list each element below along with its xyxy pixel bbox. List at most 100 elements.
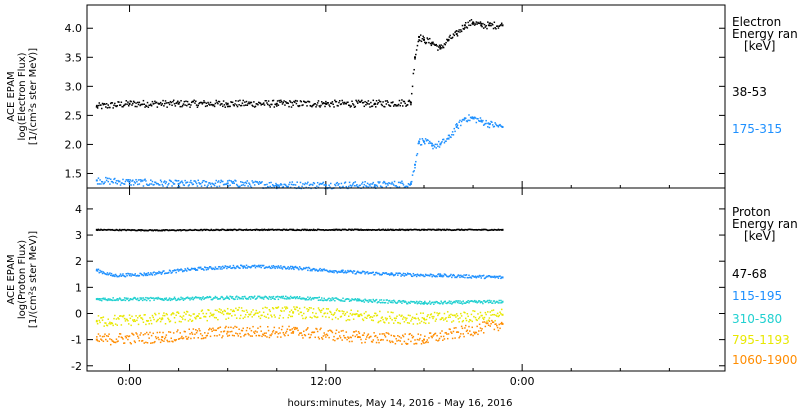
data-point	[114, 102, 116, 105]
data-point	[134, 229, 137, 232]
data-point	[246, 267, 249, 269]
data-point	[181, 316, 183, 319]
data-point	[249, 266, 252, 269]
data-point	[399, 229, 402, 231]
data-point	[102, 340, 105, 343]
data-point	[133, 181, 136, 183]
data-point	[186, 267, 189, 270]
data-point	[496, 25, 499, 27]
data-point	[312, 229, 314, 232]
data-point	[249, 228, 252, 231]
data-point	[212, 229, 214, 232]
data-point	[437, 314, 439, 317]
data-point	[103, 102, 105, 105]
data-point	[235, 307, 237, 310]
data-point	[206, 105, 208, 107]
data-point	[194, 267, 196, 270]
data-point	[479, 311, 482, 314]
data-point	[429, 142, 432, 144]
data-point	[173, 103, 176, 105]
data-point	[488, 229, 491, 231]
data-point	[304, 317, 307, 320]
data-point	[97, 104, 100, 107]
data-point	[291, 181, 294, 183]
data-point	[179, 269, 181, 271]
data-point	[478, 228, 480, 231]
data-point	[143, 342, 146, 344]
data-point	[211, 229, 213, 231]
data-point	[280, 296, 282, 299]
data-point	[144, 273, 146, 276]
data-point	[395, 272, 397, 274]
data-point	[233, 298, 235, 301]
data-point	[356, 102, 359, 104]
data-point	[144, 229, 146, 231]
data-point	[275, 265, 277, 268]
data-point	[365, 271, 367, 274]
data-point	[327, 308, 330, 310]
data-point	[220, 331, 222, 333]
data-point	[213, 329, 215, 331]
data-point	[118, 180, 121, 183]
data-point	[480, 120, 483, 123]
data-point	[154, 181, 157, 184]
data-point	[413, 317, 415, 319]
data-point	[424, 42, 427, 45]
data-point	[235, 332, 237, 334]
data-point	[155, 229, 158, 231]
data-point	[196, 269, 199, 271]
data-point	[433, 274, 435, 277]
data-point	[195, 229, 197, 231]
data-point	[259, 317, 262, 320]
data-point	[108, 322, 110, 325]
data-point	[370, 315, 372, 318]
data-point	[406, 228, 409, 231]
data-point	[467, 315, 469, 318]
data-point	[278, 99, 280, 102]
data-point	[499, 24, 501, 27]
data-point	[451, 133, 453, 136]
data-point	[317, 228, 320, 231]
data-point	[293, 229, 295, 231]
data-point	[283, 100, 285, 102]
data-point	[429, 303, 432, 305]
data-point	[308, 336, 311, 339]
data-point	[330, 229, 333, 231]
data-point	[446, 275, 448, 278]
data-point	[369, 185, 371, 187]
data-point	[461, 24, 464, 27]
data-point	[461, 327, 464, 330]
data-point	[485, 276, 487, 278]
data-point	[352, 229, 354, 231]
data-point	[423, 228, 425, 231]
data-point	[369, 336, 371, 338]
data-point	[491, 22, 493, 25]
data-point	[366, 315, 369, 317]
data-point	[500, 277, 502, 280]
data-point	[482, 332, 485, 334]
data-point	[478, 22, 481, 25]
data-point	[305, 266, 307, 269]
data-point	[142, 297, 145, 299]
data-point	[229, 312, 231, 315]
data-point	[409, 314, 411, 317]
data-point	[296, 181, 298, 183]
data-point	[256, 265, 258, 267]
data-point	[288, 268, 290, 270]
data-point	[237, 185, 240, 188]
data-point	[422, 317, 425, 320]
data-point	[397, 229, 400, 231]
data-point	[103, 272, 105, 274]
data-point	[425, 302, 428, 305]
data-point	[107, 318, 110, 320]
data-point	[372, 271, 375, 274]
data-point	[260, 314, 262, 317]
data-point	[318, 228, 321, 231]
data-point	[272, 229, 275, 231]
data-point	[410, 334, 413, 337]
data-point	[106, 107, 109, 109]
data-point	[222, 228, 224, 231]
data-point	[468, 114, 470, 116]
data-point	[251, 180, 253, 182]
data-point	[470, 19, 473, 21]
